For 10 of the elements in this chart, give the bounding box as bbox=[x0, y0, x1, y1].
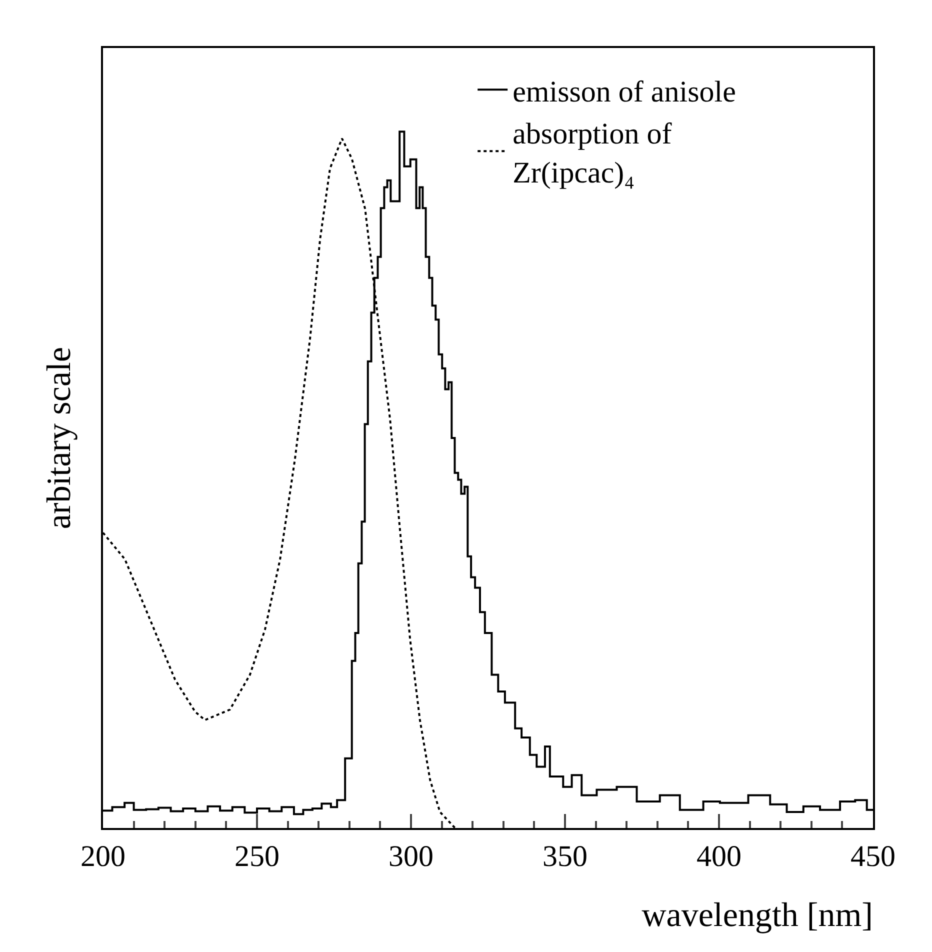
y-axis-title: arbitary scale bbox=[41, 346, 78, 530]
x-tick-label: 450 bbox=[850, 840, 896, 873]
x-tick-label: 300 bbox=[388, 840, 434, 873]
legend-label: emisson of anisole bbox=[512, 75, 736, 108]
x-tick-label: 400 bbox=[696, 840, 742, 873]
legend-label: absorption of Zr(ipcac)₄ bbox=[512, 117, 672, 190]
x-tick-label: 200 bbox=[80, 840, 126, 873]
x-tick-label: 350 bbox=[542, 840, 588, 873]
x-tick-label: 250 bbox=[234, 840, 280, 873]
x-axis-title: wavelength [nm] bbox=[642, 896, 873, 934]
